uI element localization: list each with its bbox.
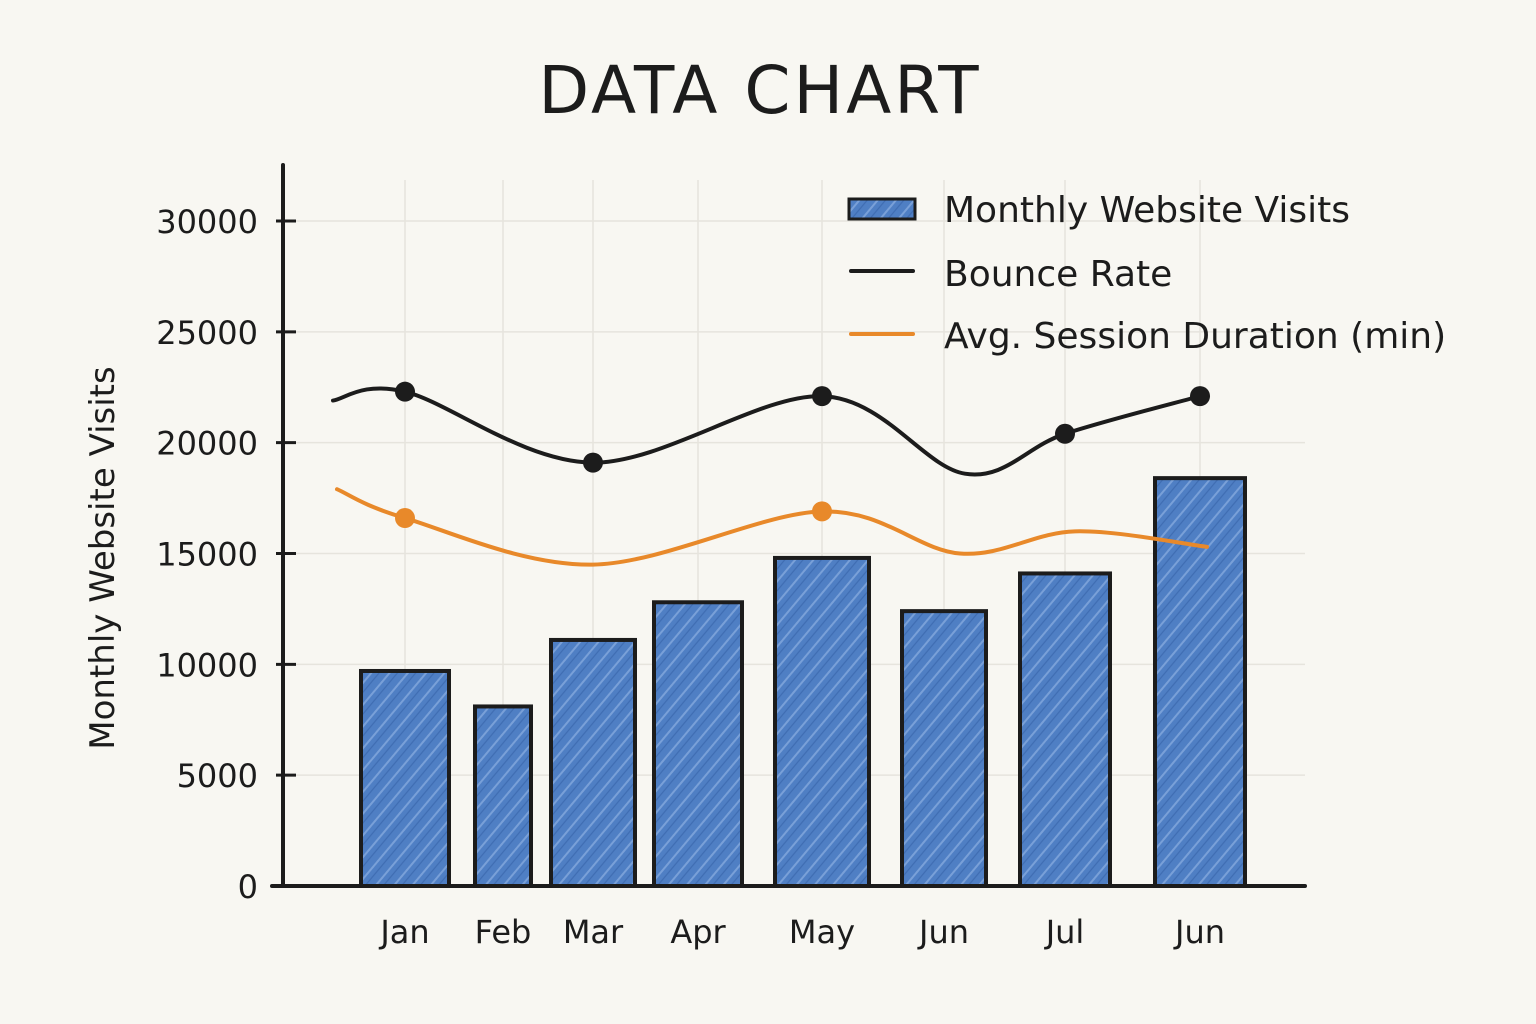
legend-label-bounce-rate: Bounce Rate	[944, 254, 1172, 295]
legend-label-monthly-website-visits: Monthly Website Visits	[944, 190, 1350, 231]
bounce-rate-point-jun-7	[1190, 386, 1210, 407]
x-tick-label-jul-6: Jul	[1044, 913, 1085, 951]
y-tick-label: 25000	[156, 314, 258, 352]
y-tick-label: 10000	[156, 646, 258, 684]
chart-title: DATA CHART	[538, 52, 981, 129]
y-tick-label: 0	[238, 868, 258, 906]
y-axis-ticks: 0 5000 10000 15000 20000 25000 30000	[156, 203, 296, 906]
x-axis-ticks: Jan Feb Mar Apr May Jun Jul Jun	[378, 913, 1225, 951]
y-tick-label: 20000	[156, 425, 258, 463]
bounce-rate-point-jul-6	[1055, 423, 1075, 444]
line-series	[331, 381, 1210, 567]
x-tick-label-jun-5: Jun	[917, 913, 969, 951]
axes	[270, 163, 1307, 888]
bounce-rate-point-jan-0	[395, 381, 415, 402]
x-tick-label-mar-2: Mar	[563, 913, 624, 951]
avg-session-duration-point-may-4	[812, 501, 832, 522]
legend-swatch-monthly-website-visits	[847, 197, 917, 221]
bar-jun-5	[900, 609, 988, 889]
bar-mar-2	[549, 637, 637, 889]
bar-apr-3	[652, 600, 744, 888]
x-tick-label-may-4: May	[789, 913, 855, 951]
bar-series	[359, 476, 1247, 889]
x-tick-label-apr-3: Apr	[670, 913, 726, 951]
bar-jul-6	[1018, 571, 1112, 888]
bounce-rate-point-may-4	[812, 386, 832, 407]
x-tick-label-jan-0: Jan	[378, 913, 429, 951]
x-tick-label-jun-7: Jun	[1173, 913, 1225, 951]
y-axis-label: Monthly Website Visits	[83, 366, 123, 749]
bar-jan-0	[359, 668, 451, 888]
bar-feb-1	[473, 704, 533, 889]
legend: Monthly Website Visits Bounce Rate Avg. …	[847, 190, 1446, 357]
avg-session-duration-point-jan-0	[395, 508, 415, 529]
y-tick-label: 15000	[156, 536, 258, 574]
bar-may-4	[773, 555, 871, 889]
x-tick-label-feb-1: Feb	[475, 913, 532, 951]
bounce-rate-point-mar-2	[583, 452, 603, 473]
y-tick-label: 5000	[177, 757, 258, 795]
legend-label-avg-session-duration: Avg. Session Duration (min)	[944, 316, 1446, 357]
y-tick-label: 30000	[156, 203, 258, 241]
